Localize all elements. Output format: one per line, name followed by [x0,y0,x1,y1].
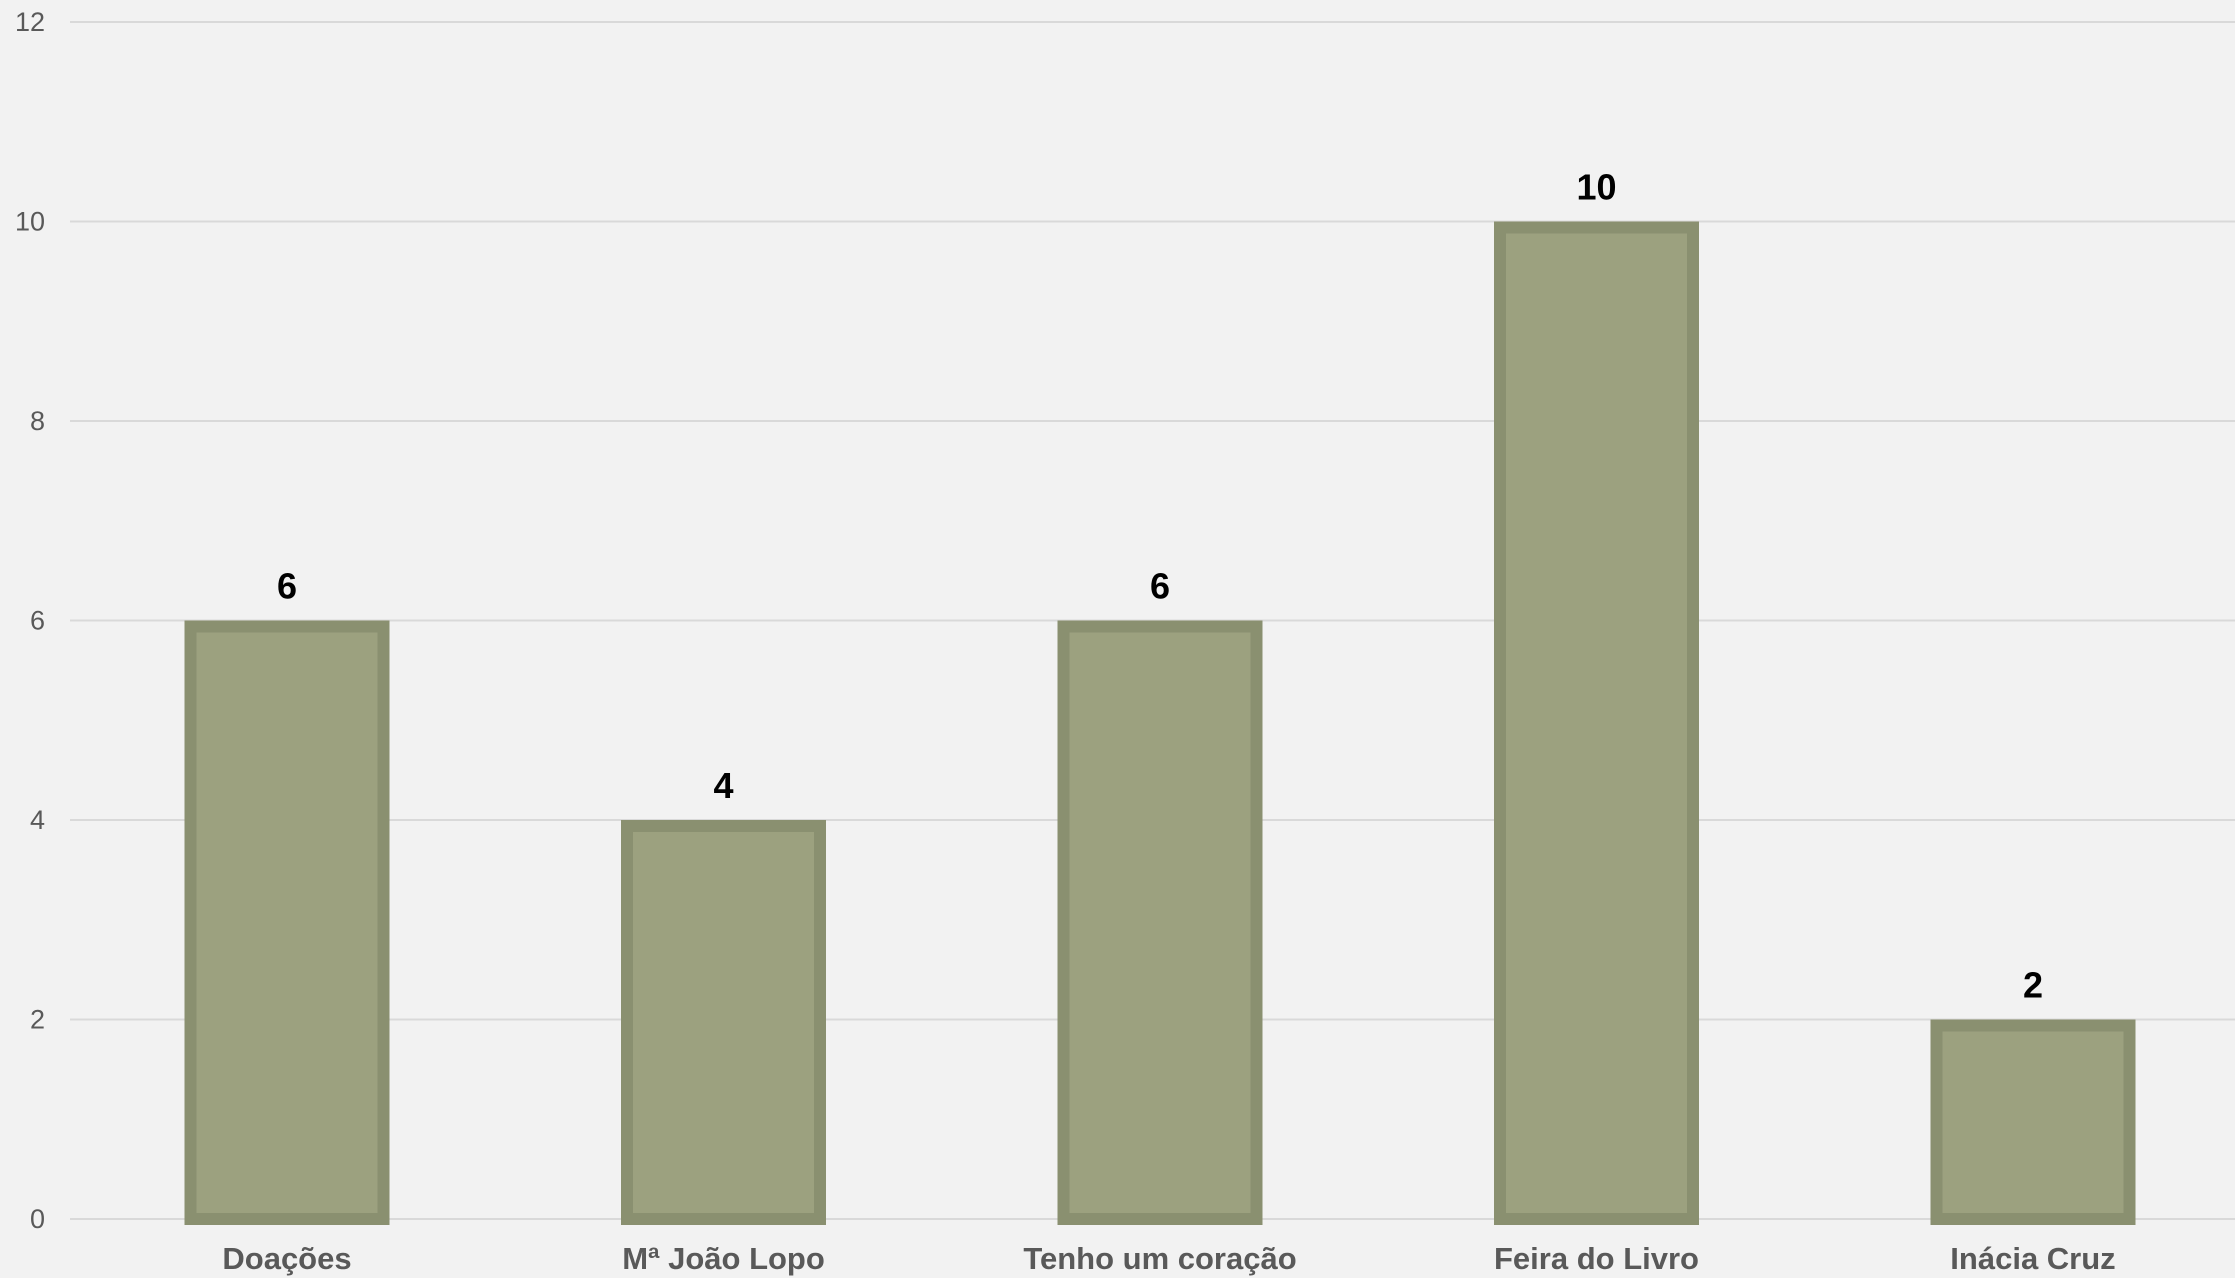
x-axis-ticks: Doações Mª João Lopo Tenho um coração Feira… [222,1241,2115,1276]
x-tick-label: Feira do Livro [1494,1241,1699,1276]
bar [1057,620,1263,1225]
data-label: 10 [1576,167,1616,208]
bars [184,221,2136,1225]
data-label: 6 [1150,566,1170,607]
y-tick-label: 2 [30,1005,45,1035]
data-label: 4 [713,765,733,806]
data-label: 2 [2023,965,2043,1006]
x-tick-label: Inácia Cruz [1950,1241,2115,1276]
data-labels: 6 4 6 10 2 [277,167,2043,1006]
y-axis-ticks: 0 2 4 6 8 10 12 [15,7,45,1234]
y-tick-label: 10 [15,207,45,237]
y-tick-label: 4 [30,805,45,835]
y-tick-label: 12 [15,7,45,37]
x-tick-label: Tenho um coração [1023,1241,1296,1276]
data-label: 6 [277,566,297,607]
bar [1494,221,1699,1225]
bar [184,620,390,1225]
y-tick-label: 0 [30,1204,45,1234]
y-tick-label: 6 [30,606,45,636]
bar [621,820,826,1225]
x-tick-label: Doações [222,1241,351,1276]
bar [1930,1019,2136,1225]
x-tick-label: Mª João Lopo [622,1241,825,1276]
y-tick-label: 8 [30,406,45,436]
